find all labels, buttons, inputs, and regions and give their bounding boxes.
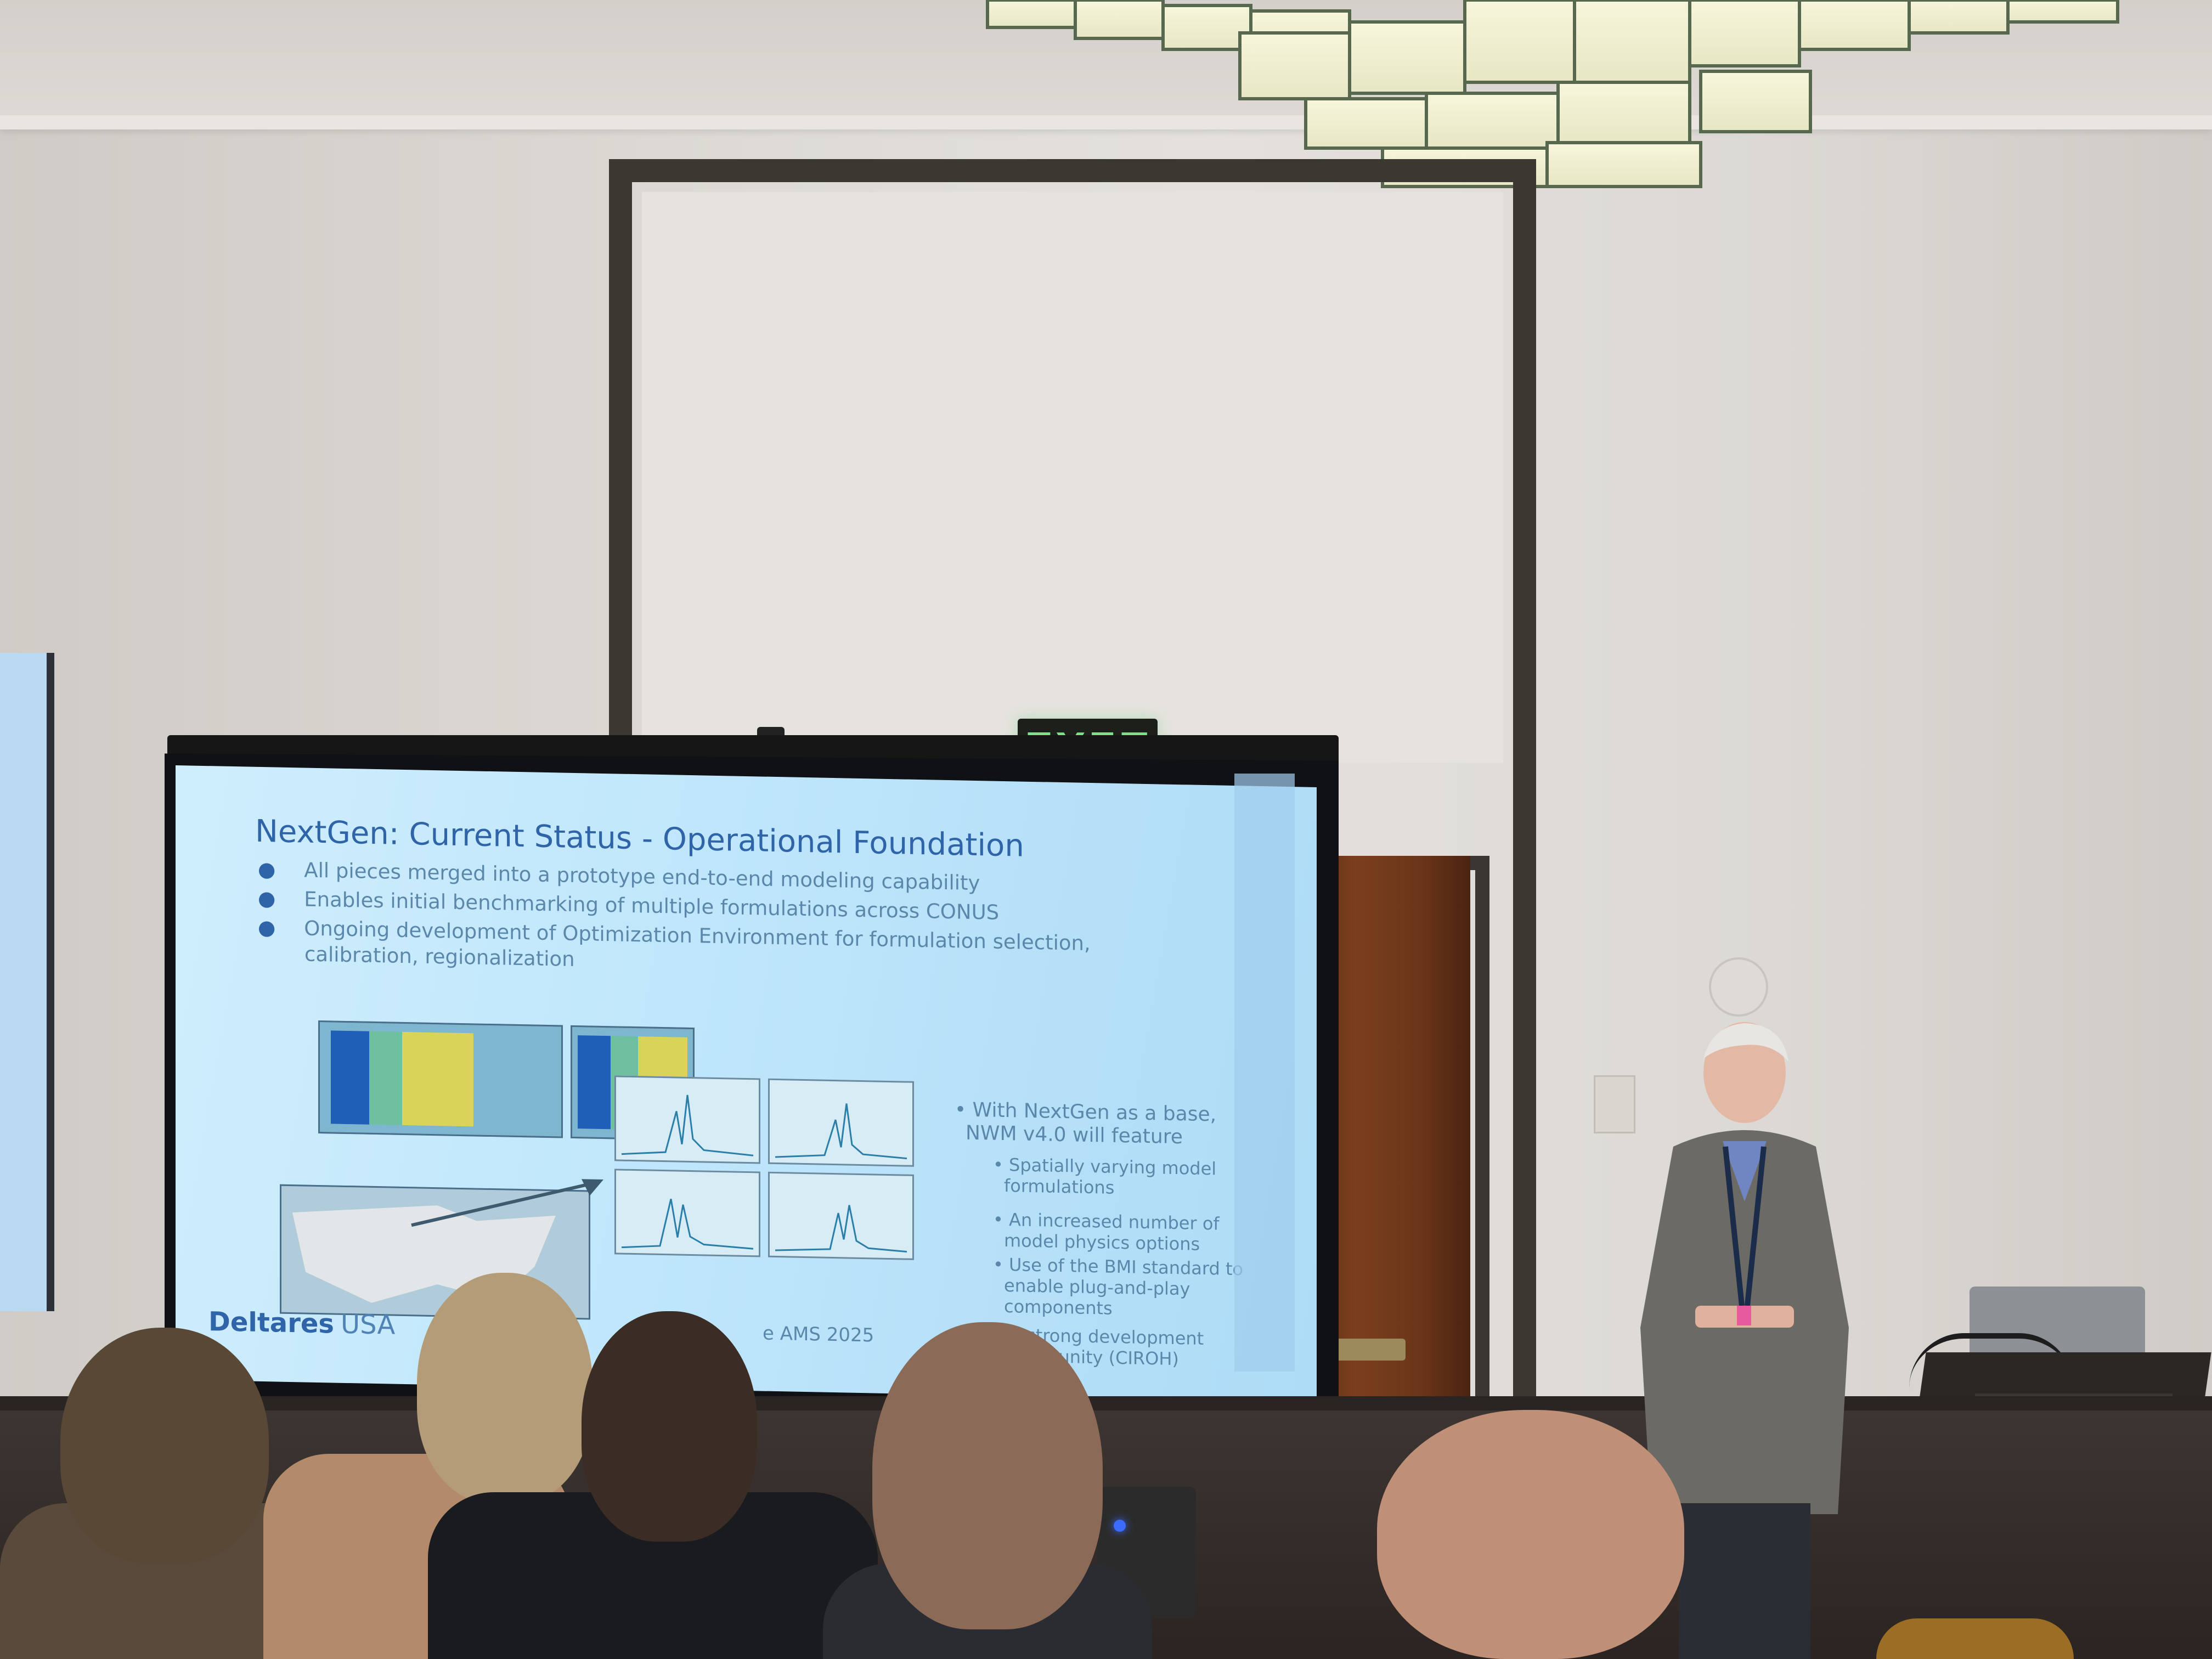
feature-item-cont: enable plug-and-play: [1004, 1274, 1190, 1300]
slide-bullet-continuation: calibration, regionalization: [304, 942, 575, 971]
slide-title: NextGen: Current Status - Operational Fo…: [255, 813, 1024, 864]
feature-item-cont: model physics options: [1004, 1229, 1200, 1255]
doorway-wall: [642, 192, 1503, 763]
audience-member-3-head: [582, 1311, 757, 1542]
smoke-detector: [1709, 957, 1768, 1017]
deltares-logo: Deltares USA: [208, 1306, 395, 1341]
feature-item-cont: formulations: [1004, 1175, 1115, 1198]
presentation-slide: NextGen: Current Status - Operational Fo…: [176, 765, 1317, 1402]
crown-molding: [0, 115, 2212, 129]
audience-member-1-head: [60, 1328, 269, 1564]
slide-footer: e AMS 2025: [763, 1322, 874, 1347]
hydrograph-panel: [614, 1075, 760, 1164]
wall-switch-plate: [1594, 1075, 1635, 1133]
left-partial-screen: [0, 653, 54, 1311]
hydrograph-panel: [614, 1169, 760, 1257]
bullet-dot-icon: ●: [258, 915, 276, 940]
laptop: [1970, 1286, 2145, 1358]
feature-heading-line2: NWM v4.0 will feature: [966, 1121, 1183, 1149]
slide-edge-strip: [1234, 774, 1295, 1372]
gooseneck-mic: [1909, 1333, 2074, 1388]
benchmark-heatmap-left: [318, 1020, 563, 1138]
chair-back: [1876, 1618, 2074, 1659]
audience-member-5-head: [1377, 1410, 1684, 1659]
hydrograph-panel: [768, 1171, 914, 1260]
logo-suffix-text: USA: [340, 1308, 396, 1341]
hydrograph-panel: [768, 1078, 914, 1167]
audience-member-2-head: [417, 1273, 592, 1503]
projector-led-icon: [1114, 1520, 1126, 1532]
audience-member-4-head: [872, 1322, 1103, 1629]
bullet-dot-icon: ●: [258, 886, 276, 911]
bullet-dot-icon: ●: [258, 857, 276, 882]
presenter: [1640, 1022, 1849, 1659]
map-arrow-icon: [411, 1179, 603, 1227]
logo-main-text: Deltares: [208, 1306, 334, 1340]
podium-top: [1920, 1352, 2211, 1396]
feature-item-cont: components: [1004, 1295, 1113, 1319]
